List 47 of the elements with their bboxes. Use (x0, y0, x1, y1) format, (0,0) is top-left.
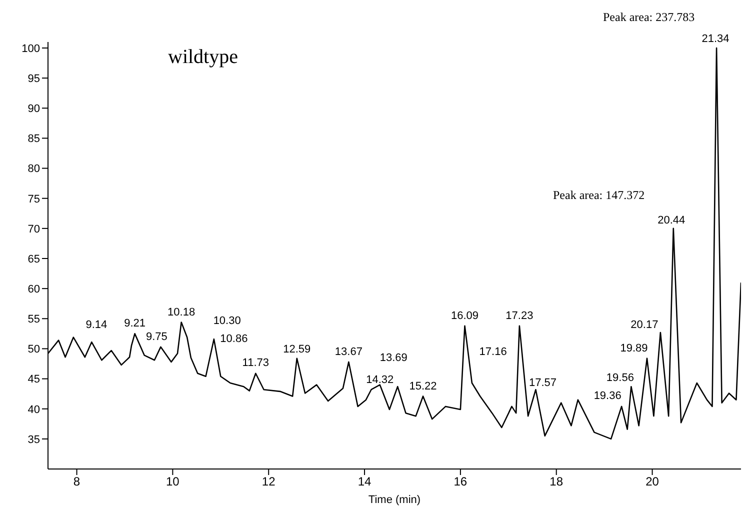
x-tick-label: 10 (166, 474, 180, 489)
annotation: 9.14 (86, 319, 108, 332)
annotation: 19.36 (594, 390, 622, 402)
annotation: 10.86 (220, 332, 248, 345)
annotation: 13.69 (380, 352, 408, 364)
y-tick-label: 95 (28, 72, 40, 85)
x-tick-label: 18 (550, 474, 564, 489)
x-axis-title: Time (min) (368, 494, 421, 506)
y-tick-label: 90 (28, 103, 40, 116)
annotation: 10.30 (213, 314, 241, 327)
annotation: 17.23 (506, 310, 534, 322)
y-tick-label: 85 (28, 133, 40, 146)
annotation: 20.17 (630, 319, 658, 332)
y-tick-label: 35 (28, 434, 40, 446)
y-tick-label: 50 (28, 344, 40, 356)
y-tick-label: 60 (28, 283, 40, 296)
annotation: 11.73 (242, 356, 270, 369)
annotation: 19.56 (606, 372, 634, 384)
annotation: 14.32 (366, 374, 394, 386)
x-tick-label: 12 (262, 474, 276, 489)
x-tick-label: 20 (646, 474, 660, 489)
annotation: 17.57 (528, 376, 557, 389)
annotation: 21.34 (702, 32, 730, 45)
y-tick-label: 80 (28, 163, 40, 176)
annotation: 17.16 (479, 346, 507, 358)
x-tick-label: 14 (358, 474, 372, 489)
y-tick-label: 45 (28, 374, 40, 386)
annotation: 20.44 (658, 214, 686, 226)
y-tick-label: 70 (28, 223, 40, 236)
annotation: 12.59 (283, 344, 311, 356)
x-tick-label: 16 (454, 474, 468, 489)
annotation: 15.22 (409, 380, 437, 392)
annotation: 9.75 (146, 331, 168, 344)
y-tick-label: 65 (28, 253, 40, 266)
annotation: Peak area: 147.372 (553, 188, 645, 203)
y-tick-label: 40 (28, 404, 40, 416)
x-tick-label: 8 (73, 474, 80, 489)
annotation: 16.09 (450, 310, 479, 322)
annotation: 9.21 (124, 317, 146, 330)
annotation: 13.67 (334, 346, 362, 358)
y-tick-label: 75 (28, 193, 40, 206)
annotation: wildtype (168, 46, 238, 69)
annotation: 10.18 (168, 306, 196, 318)
y-tick-label: 55 (28, 314, 40, 326)
text: Peak area: 237.783 (603, 10, 695, 25)
y-tick-label: 100 (22, 42, 40, 55)
annotation: 19.89 (620, 342, 648, 355)
